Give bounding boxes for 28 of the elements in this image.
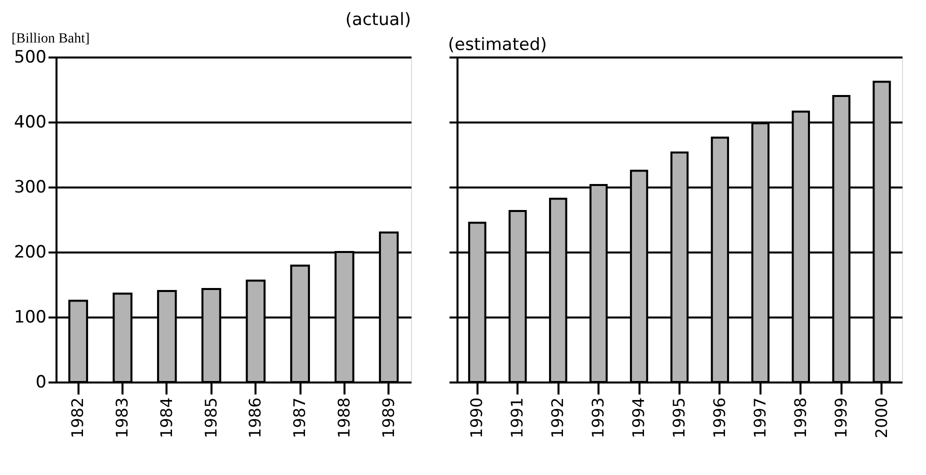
x-tick-label: 1999 — [831, 398, 850, 438]
x-tick-label: 1992 — [548, 398, 568, 438]
y-tick-label: 200 — [14, 242, 46, 262]
x-tick-label: 1994 — [629, 398, 648, 438]
y-tick-label: 0 — [36, 372, 46, 392]
x-tick-label: 2000 — [872, 398, 891, 438]
x-tick-label: 1984 — [156, 398, 176, 438]
x-tick-label: 1988 — [334, 398, 354, 438]
y-tick-label: 400 — [14, 112, 46, 132]
x-tick-label: 1983 — [112, 398, 132, 438]
x-tick-label: 1997 — [750, 398, 770, 438]
x-tick-label: 1986 — [246, 398, 265, 438]
x-tick-label: 1987 — [290, 398, 310, 438]
chart-title: (estimated) — [448, 35, 547, 55]
x-tick-label: 1993 — [588, 398, 608, 438]
y-axis-title: [Billion Baht] — [12, 32, 90, 46]
x-tick-label: 1982 — [68, 398, 88, 438]
x-tick-label: 1996 — [710, 398, 729, 438]
x-tick-label: 1998 — [790, 398, 810, 438]
chart-title: (actual) — [345, 10, 411, 30]
x-tick-label: 1989 — [378, 398, 398, 438]
x-tick-label: 1990 — [467, 398, 486, 438]
y-tick-label: 300 — [14, 178, 46, 198]
x-tick-label: 1991 — [508, 398, 527, 438]
y-tick-label: 100 — [14, 308, 46, 328]
x-tick-label: 1995 — [670, 398, 688, 438]
x-tick-label: 1985 — [201, 398, 220, 438]
y-tick-label: 500 — [14, 48, 46, 68]
